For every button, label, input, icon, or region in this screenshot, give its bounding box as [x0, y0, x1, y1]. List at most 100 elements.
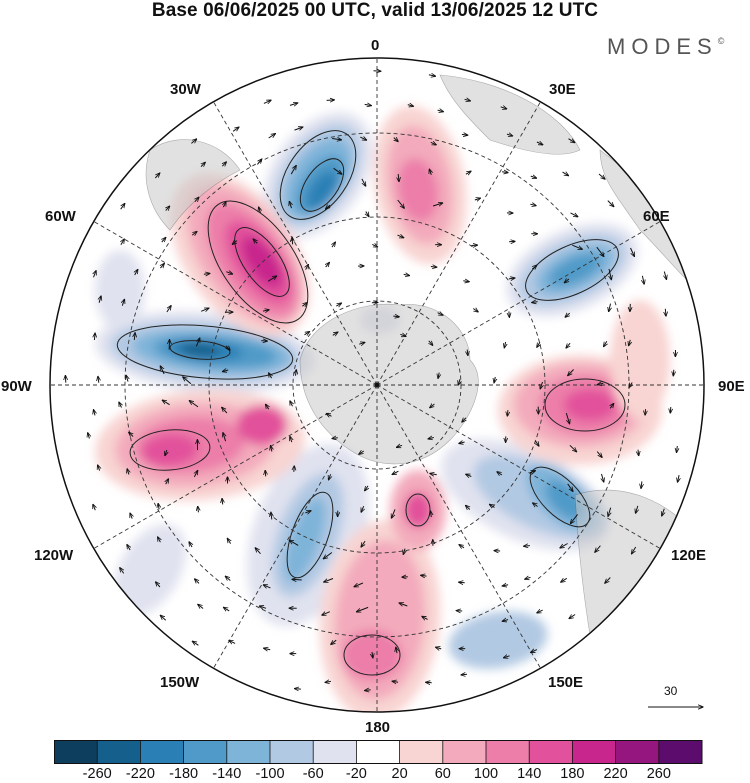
wind-vector — [166, 306, 171, 313]
wind-vector — [399, 603, 408, 606]
wind-vector — [489, 504, 495, 507]
wind-vector — [88, 433, 90, 439]
wind-vector — [569, 614, 576, 619]
wind-vector — [533, 503, 538, 507]
wind-vector — [465, 171, 471, 174]
wind-vector — [459, 582, 465, 583]
wind-vector — [323, 552, 333, 559]
wind-vector — [94, 271, 97, 278]
anomaly-patch — [237, 405, 287, 445]
wind-vector — [565, 313, 571, 317]
wind-vector — [290, 401, 293, 407]
colorbar-swatch — [54, 741, 98, 763]
wind-vector — [336, 303, 341, 306]
wind-vector — [189, 401, 199, 408]
wind-vector — [226, 272, 232, 274]
anomaly-patch — [448, 611, 548, 669]
wind-vector — [356, 606, 369, 612]
colorbar-swatch — [658, 741, 703, 763]
lon-label-150w: 150W — [160, 674, 200, 691]
wind-vector — [222, 370, 229, 372]
wind-vector — [570, 514, 578, 523]
wind-vector — [604, 341, 607, 346]
brand-text: MODES — [607, 34, 718, 59]
contour-line — [234, 227, 290, 297]
wind-vector — [134, 333, 135, 340]
wind-vector — [263, 585, 271, 588]
colorbar-swatch — [140, 741, 184, 763]
colorbar — [54, 740, 703, 764]
colorbar-tick-label: -140 — [212, 766, 242, 782]
wind-vector — [531, 650, 538, 653]
wind-vector — [506, 134, 513, 136]
wind-vector — [222, 498, 223, 505]
wind-vector — [120, 568, 124, 574]
wind-vector — [289, 103, 298, 106]
wind-vector — [403, 274, 410, 275]
wind-vector — [154, 173, 160, 179]
wind-vector — [507, 410, 508, 416]
wind-vector — [263, 100, 271, 103]
wind-vector — [524, 546, 530, 547]
lon-label-60w: 60W — [45, 208, 76, 225]
wind-vector — [629, 339, 631, 346]
colorbar-swatch — [529, 741, 573, 763]
colorbar-swatch — [615, 741, 660, 763]
colorbar-tick-label: 180 — [560, 766, 585, 782]
wind-vector — [430, 142, 437, 145]
wind-vector — [296, 370, 297, 376]
wind-vector — [391, 509, 396, 518]
wind-vector — [194, 470, 197, 478]
wind-vector — [529, 471, 536, 473]
wind-vector — [642, 275, 644, 284]
wind-vector — [268, 134, 276, 139]
wind-vector — [430, 404, 435, 408]
wind-vector — [257, 159, 261, 165]
wind-vector — [428, 75, 436, 76]
wind-vector — [566, 342, 570, 348]
wind-vector — [473, 309, 478, 313]
wind-vector — [426, 682, 432, 683]
wind-vector — [397, 235, 404, 238]
wind-vector — [665, 308, 666, 316]
colorbar-swatch — [313, 741, 357, 763]
wind-vector — [532, 265, 537, 269]
wind-vector — [99, 296, 101, 303]
wind-vector — [160, 615, 167, 621]
map-title: Base 06/06/2025 00 UTC, valid 13/06/2025… — [151, 0, 599, 21]
wind-vector — [160, 366, 165, 375]
wind-vector — [326, 205, 331, 209]
wind-vector — [403, 548, 405, 555]
wind-vector — [195, 197, 199, 203]
wind-vector — [438, 372, 439, 379]
wind-vector — [290, 436, 292, 443]
land-polygon — [574, 489, 701, 691]
colorbar-swatch — [399, 741, 444, 763]
wind-vector — [509, 311, 510, 317]
wind-vector — [605, 577, 611, 584]
polar-map — [49, 57, 705, 713]
wind-vector — [664, 271, 666, 280]
wind-vector — [195, 338, 199, 347]
colorbar-tick-label: 140 — [517, 766, 542, 782]
wind-vector — [462, 418, 466, 422]
wind-vector — [332, 139, 341, 140]
wind-vector — [332, 332, 338, 335]
colorbar-swatch — [486, 741, 530, 763]
wind-vector — [232, 127, 239, 132]
wind-vector — [253, 239, 257, 243]
meridian-line — [376, 384, 541, 669]
colorbar-swatch — [356, 741, 400, 763]
wind-vector — [530, 176, 537, 178]
wind-vector — [502, 585, 509, 586]
wind-vector — [94, 410, 96, 416]
wind-vector — [392, 681, 399, 682]
wind-vector — [508, 278, 515, 279]
wind-vector — [226, 346, 230, 350]
wind-vector — [232, 241, 238, 245]
wind-vector — [324, 578, 334, 583]
wind-vector — [93, 504, 95, 511]
colorbar-tick-label: -60 — [302, 766, 324, 782]
wind-vector — [570, 212, 578, 217]
contour-line — [207, 200, 309, 324]
